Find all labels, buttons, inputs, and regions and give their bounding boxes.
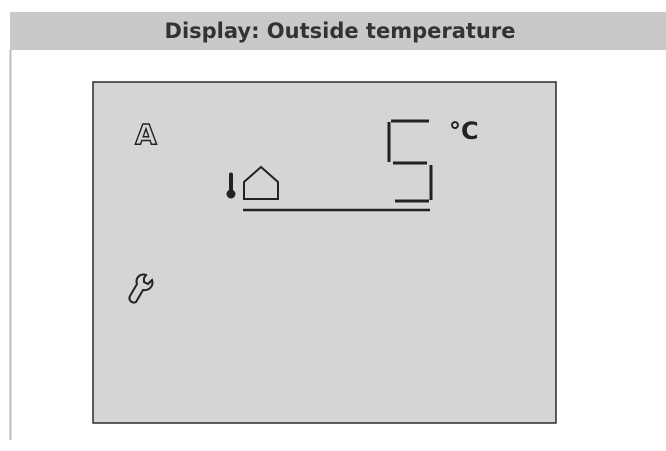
digit-segment [391, 119, 429, 123]
digit-segment [429, 165, 433, 200]
mode-symbol: A [135, 118, 157, 151]
wrench-icon [128, 273, 154, 304]
house-icon [243, 165, 279, 200]
seven-segment-digit [387, 119, 433, 203]
thermometer-icon [226, 172, 236, 199]
header-title: Display: Outside temperature [165, 19, 516, 43]
digit-segment [393, 161, 427, 165]
lcd-display [92, 81, 557, 424]
digit-segment [395, 199, 429, 203]
header-bar [10, 12, 666, 50]
unit: °C [449, 117, 479, 145]
digit-segment [387, 122, 391, 162]
